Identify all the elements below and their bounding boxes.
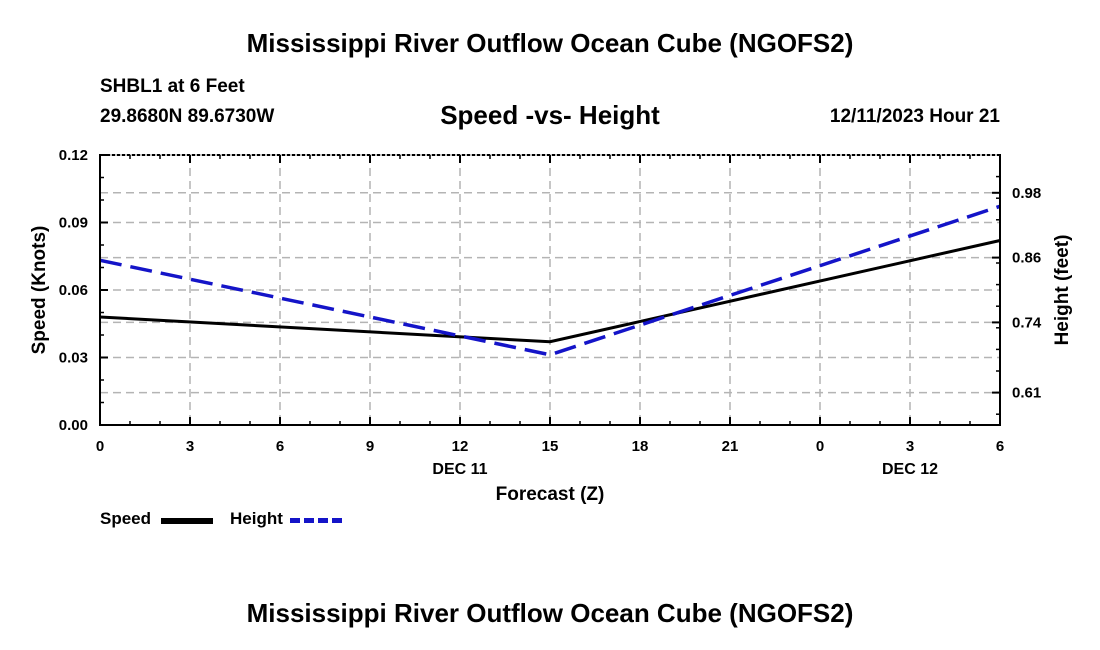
x-tick-label: 0 [816,438,824,455]
y2-tick-label: 0.61 [1012,385,1041,402]
series-line-height [99,204,1001,357]
y-tick-label: 0.03 [59,350,88,367]
station-label: SHBL1 at 6 Feet [100,76,245,97]
x-tick-label: 9 [366,438,374,455]
y-axis-title-right: Height (feet) [1052,235,1073,346]
y-tick-label: 0.06 [59,282,88,299]
y2-tick-label: 0.74 [1012,314,1042,331]
x-axis-title: Forecast (Z) [496,484,605,505]
station-coordinates: 29.8680N 89.6730W [100,106,275,127]
forecast-datetime: 12/11/2023 Hour 21 [829,106,1000,127]
legend-speed-label: Speed [100,509,152,528]
chart-main-title: Mississippi River Outflow Ocean Cube (NG… [246,28,854,58]
legend-height-label: Height [230,509,283,528]
y2-tick-label: 0.86 [1012,250,1041,267]
y-axis-title-left: Speed (Knots) [29,226,50,355]
legend-height-swatch [290,518,342,523]
footer-title: Mississippi River Outflow Ocean Cube (NG… [246,598,854,628]
x-tick-label: 6 [276,438,284,455]
x-tick-label: 12 [452,438,469,455]
x-tick-label: 15 [542,438,559,455]
series-line-speed [99,239,1001,344]
chart-subtitle: Speed -vs- Height [440,100,660,130]
x-tick-label: 3 [186,438,194,455]
x-tick-label: 0 [96,438,104,455]
date-label: DEC 11 [432,461,487,478]
x-tick-label: 18 [632,438,649,455]
x-tick-label: 3 [906,438,914,455]
y2-tick-label: 0.98 [1012,185,1041,202]
grid-lines [100,155,1000,425]
legend-speed-swatch [161,518,213,524]
x-tick-label: 21 [722,438,739,455]
y-tick-label: 0.00 [59,417,88,434]
x-tick-label: 6 [996,438,1004,455]
speed-height-chart: 0 3 6 9 12 15 18 21 0 3 6 DEC 11 DEC 12 0.00 0.03 0.06 0… [29,147,1073,505]
date-label: DEC 12 [882,461,938,478]
y-tick-label: 0.09 [59,215,88,232]
y-tick-label: 0.12 [59,147,88,164]
